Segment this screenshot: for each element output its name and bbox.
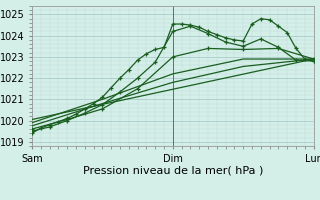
X-axis label: Pression niveau de la mer( hPa ): Pression niveau de la mer( hPa ) <box>83 165 263 175</box>
